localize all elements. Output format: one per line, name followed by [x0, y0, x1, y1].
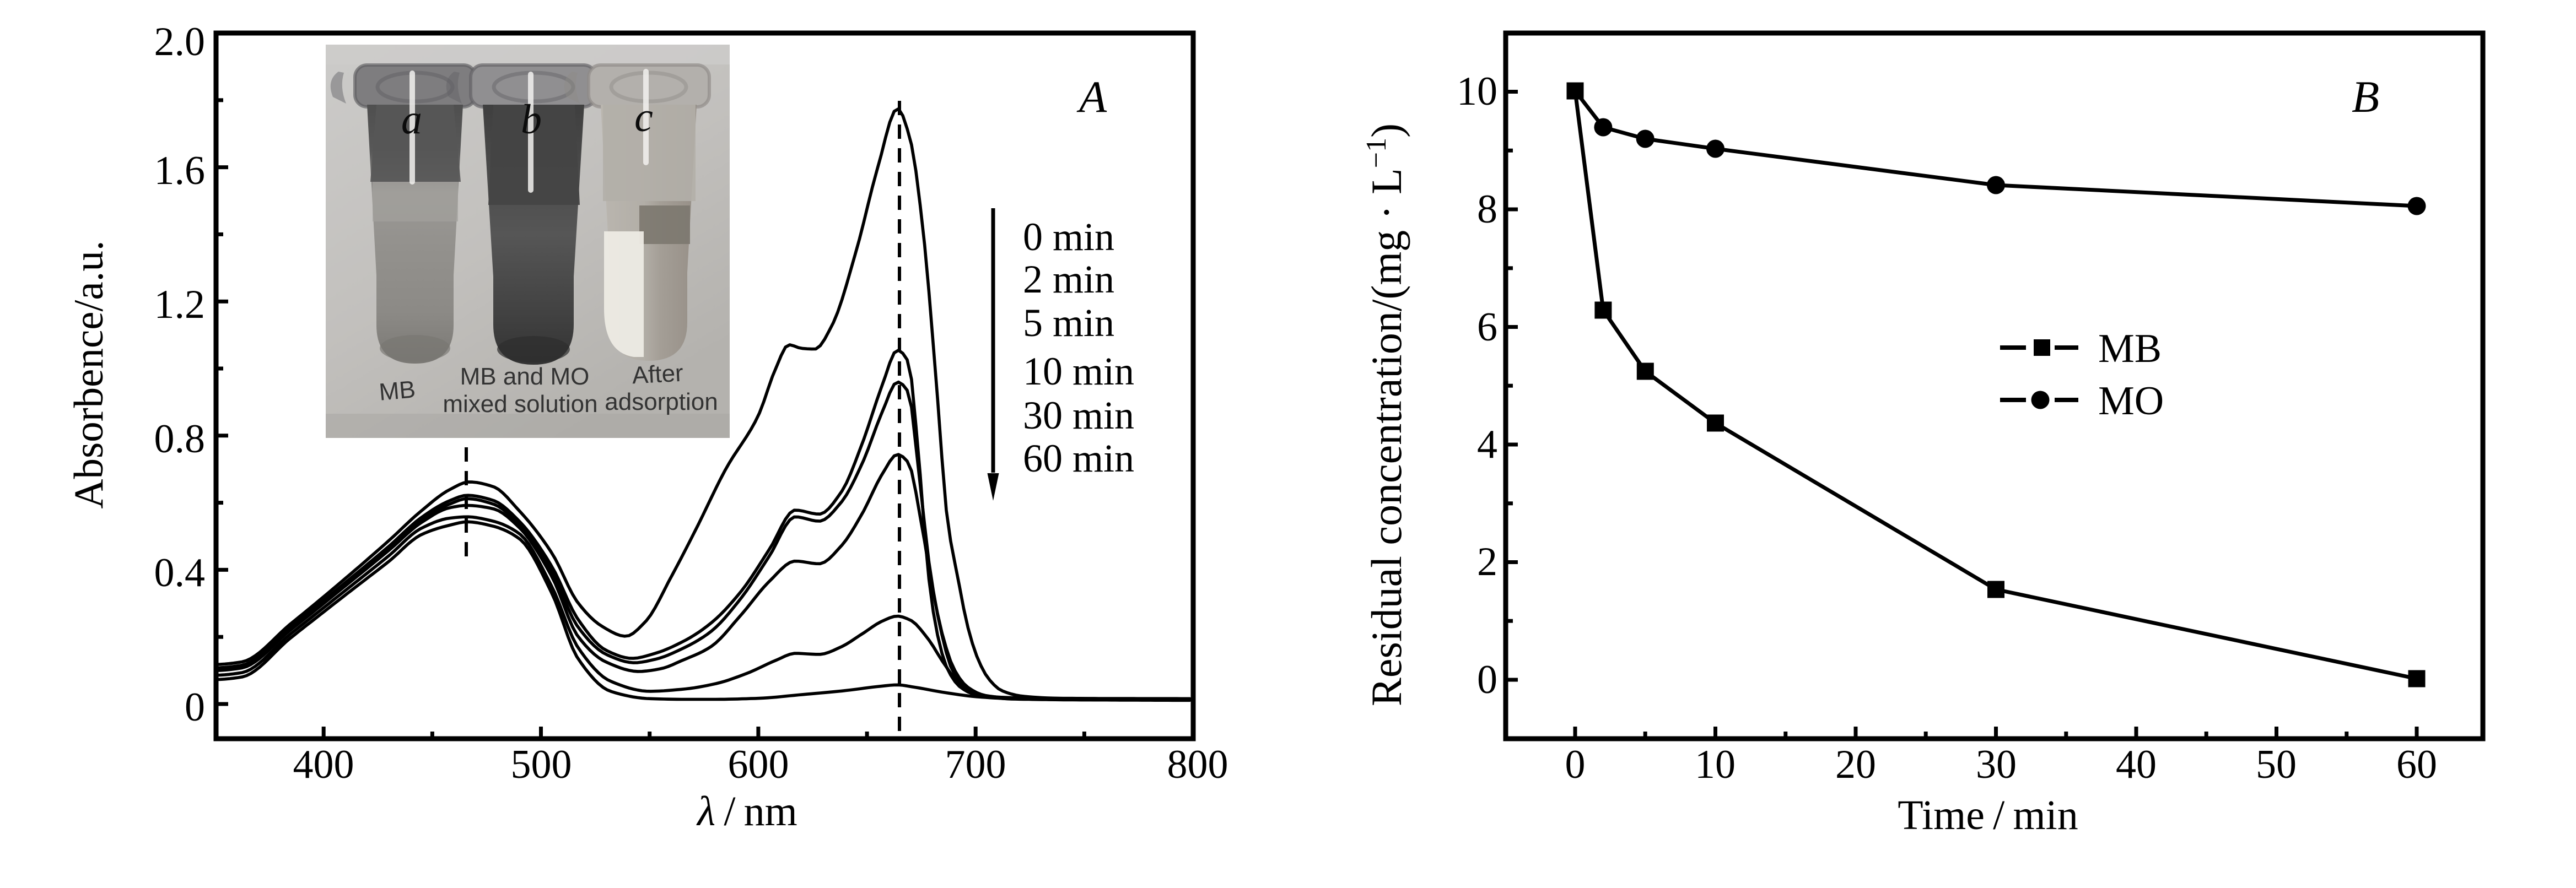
svg-text:10: 10 [1695, 742, 1736, 787]
svg-text:0: 0 [1565, 742, 1586, 787]
svg-text:MB: MB [2098, 326, 2162, 371]
svg-text:adsorption: adsorption [605, 388, 718, 415]
svg-text:A: A [1076, 72, 1107, 122]
svg-text:1.6: 1.6 [154, 148, 206, 193]
svg-text:Time / min: Time / min [1898, 792, 2078, 838]
svg-text:MB: MB [378, 376, 417, 406]
svg-text:0.8: 0.8 [154, 416, 206, 462]
svg-text:500: 500 [511, 742, 572, 787]
svg-text:0 min: 0 min [1023, 215, 1114, 259]
svg-text:20: 20 [1835, 742, 1876, 787]
svg-text:6: 6 [1477, 305, 1497, 350]
svg-text:MB and MO: MB and MO [460, 363, 590, 390]
svg-text:Residual concentration/(mg · L: Residual concentration/(mg · L−1) [1361, 123, 1410, 706]
svg-text:60: 60 [2396, 742, 2437, 787]
svg-text:8: 8 [1477, 187, 1497, 232]
svg-text:50: 50 [2256, 742, 2297, 787]
svg-text:700: 700 [945, 742, 1006, 787]
svg-text:0.4: 0.4 [154, 550, 206, 595]
svg-text:400: 400 [293, 742, 354, 787]
svg-text:b: b [521, 96, 542, 143]
svg-text:40: 40 [2116, 742, 2157, 787]
svg-text:mixed solution: mixed solution [443, 391, 597, 418]
svg-text:0: 0 [1477, 657, 1497, 702]
svg-text:a: a [401, 96, 422, 143]
svg-text:2: 2 [1477, 539, 1497, 584]
svg-text:After: After [632, 360, 684, 389]
svg-text:10: 10 [1457, 69, 1497, 114]
svg-text:60 min: 60 min [1023, 436, 1134, 480]
svg-text:2 min: 2 min [1023, 257, 1114, 301]
svg-text:600: 600 [728, 742, 789, 787]
svg-text:λ / nm: λ / nm [696, 788, 797, 835]
svg-text:4: 4 [1477, 422, 1497, 467]
svg-text:5 min: 5 min [1023, 301, 1114, 345]
svg-text:1.2: 1.2 [154, 282, 206, 327]
svg-text:10 min: 10 min [1023, 349, 1134, 393]
svg-text:800: 800 [1167, 742, 1228, 787]
svg-text:Absorbence/a.u.: Absorbence/a.u. [66, 240, 112, 508]
svg-text:30 min: 30 min [1023, 393, 1134, 437]
svg-text:2.0: 2.0 [154, 19, 206, 64]
svg-text:MO: MO [2098, 378, 2164, 424]
svg-text:0: 0 [185, 685, 205, 730]
svg-text:B: B [2352, 72, 2379, 122]
svg-text:30: 30 [1976, 742, 2017, 787]
svg-text:c: c [634, 94, 653, 140]
